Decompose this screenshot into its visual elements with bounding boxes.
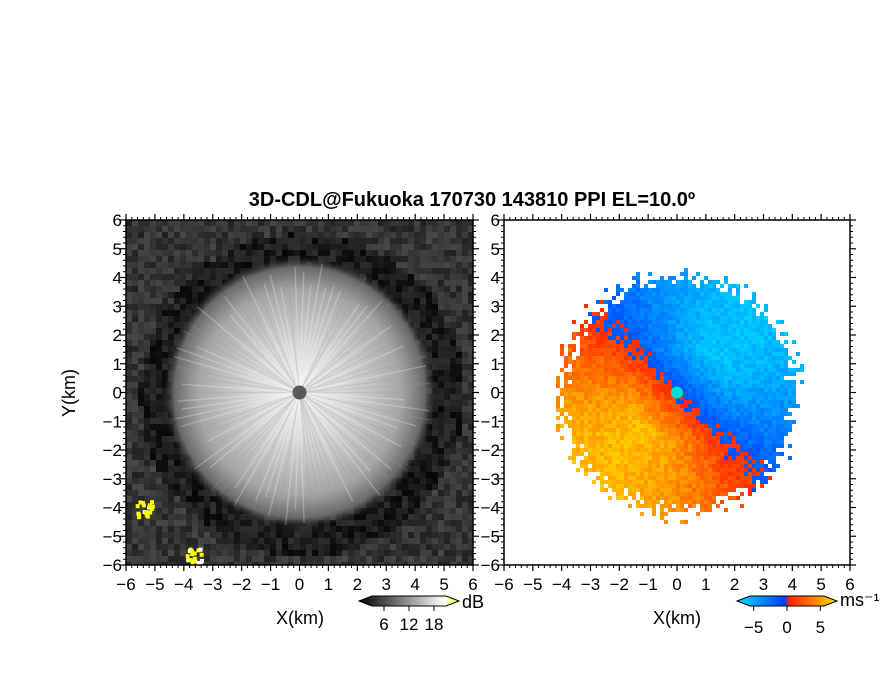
left-radial-streaks (174, 263, 431, 525)
left-y-axis-label: Y(km) (59, 369, 79, 417)
y-tick-label: −4 (481, 499, 500, 518)
right-x-axis-label: X(km) (653, 608, 701, 628)
right-velocity-field (556, 268, 804, 524)
y-tick-label: −6 (103, 556, 122, 575)
left-colorbar-tick: 12 (400, 615, 419, 634)
x-tick-label: −4 (174, 575, 193, 594)
y-tick-label: −3 (103, 470, 122, 489)
y-tick-label: 0 (491, 384, 500, 403)
y-tick-label: −2 (103, 441, 122, 460)
x-tick-label: 5 (439, 575, 448, 594)
x-tick-label: −4 (552, 575, 571, 594)
x-tick-label: 5 (816, 575, 825, 594)
right-colorbar-tick: 0 (782, 618, 791, 637)
y-tick-label: 5 (491, 240, 500, 259)
chart-title: 3D-CDL@Fukuoka 170730 143810 PPI EL=10.0… (249, 189, 695, 211)
right-colorbar: −5 0 5 ms⁻¹ (735, 590, 880, 637)
y-tick-label: 5 (113, 240, 122, 259)
right-radar-dot (671, 386, 683, 399)
y-tick-label: 3 (491, 297, 500, 316)
left-clutter-patches (135, 500, 205, 565)
x-tick-label: −1 (638, 575, 657, 594)
y-tick-label: −1 (103, 412, 122, 431)
x-tick-label: 6 (468, 575, 477, 594)
y-tick-label: 6 (113, 211, 122, 230)
x-tick-label: −5 (523, 575, 542, 594)
x-tick-label: 4 (788, 575, 797, 594)
y-tick-label: −5 (103, 527, 122, 546)
x-tick-label: 2 (353, 575, 362, 594)
y-tick-label: −4 (103, 499, 122, 518)
x-tick-label: 4 (410, 575, 419, 594)
left-colorbar-tick: 6 (379, 615, 388, 634)
y-tick-label: 6 (491, 211, 500, 230)
right-colorbar-tick: −5 (744, 618, 763, 637)
y-tick-label: 1 (491, 355, 500, 374)
left-colorbar: 6 12 18 dB (357, 592, 484, 634)
left-x-axis-label: X(km) (276, 608, 324, 628)
x-tick-label: −2 (610, 575, 629, 594)
x-tick-label: −5 (145, 575, 164, 594)
x-tick-label: 0 (295, 575, 304, 594)
left-colorbar-tick: 18 (425, 615, 444, 634)
x-tick-label: −3 (581, 575, 600, 594)
x-tick-label: 2 (730, 575, 739, 594)
x-tick-label: −2 (232, 575, 251, 594)
x-tick-label: 1 (701, 575, 710, 594)
x-tick-label: −1 (261, 575, 280, 594)
x-tick-label: 0 (672, 575, 681, 594)
right-colorbar-tick: 5 (816, 618, 825, 637)
x-tick-label: 3 (382, 575, 391, 594)
x-tick-label: 3 (759, 575, 768, 594)
y-tick-label: 2 (491, 326, 500, 345)
x-tick-label: −3 (203, 575, 222, 594)
y-tick-label: 1 (113, 355, 122, 374)
x-tick-label: 1 (324, 575, 333, 594)
x-tick-label: −6 (494, 575, 513, 594)
y-tick-label: −5 (481, 527, 500, 546)
y-tick-label: −2 (481, 441, 500, 460)
y-tick-label: 4 (491, 269, 500, 288)
x-tick-label: 6 (845, 575, 854, 594)
y-tick-label: 4 (113, 269, 122, 288)
x-tick-label: −6 (116, 575, 135, 594)
y-tick-label: −6 (481, 556, 500, 575)
y-tick-label: 2 (113, 326, 122, 345)
left-colorbar-unit: dB (462, 592, 484, 612)
right-colorbar-unit: ms⁻¹ (840, 590, 880, 610)
y-tick-label: −1 (481, 412, 500, 431)
y-tick-label: −3 (481, 470, 500, 489)
y-tick-label: 3 (113, 297, 122, 316)
left-radar-dot (292, 385, 307, 400)
y-tick-label: 0 (113, 384, 122, 403)
